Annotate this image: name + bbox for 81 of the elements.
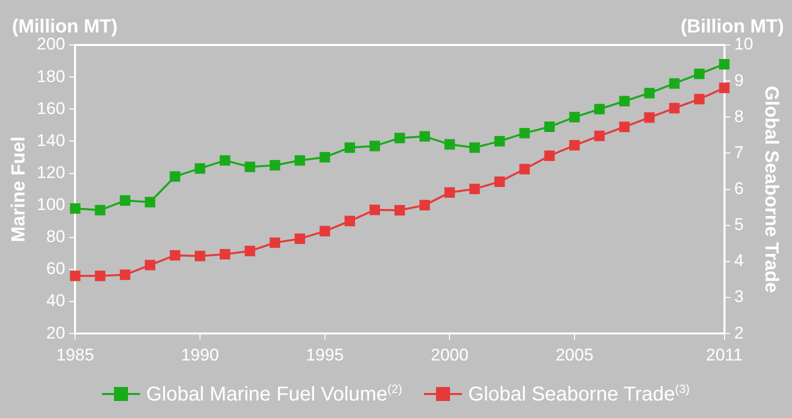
- point: [444, 139, 455, 150]
- y2-tick-label: 5: [734, 215, 744, 234]
- point: [719, 82, 730, 94]
- point: [344, 216, 356, 226]
- point: [270, 237, 280, 248]
- point: [370, 204, 380, 216]
- point: [120, 270, 130, 280]
- y-tick-label: 160: [36, 98, 66, 118]
- point: [494, 136, 505, 146]
- point: [419, 200, 430, 210]
- point: [469, 184, 480, 194]
- legend-label: Global Seaborne Trade$^{(3)}$: [468, 382, 690, 407]
- y-axis-title: Marine Fuel: [8, 136, 30, 242]
- y2-tick-label: 9: [734, 70, 744, 90]
- point: [170, 250, 180, 261]
- point: [419, 131, 430, 142]
- point: [569, 112, 580, 122]
- point: [244, 246, 256, 256]
- point: [144, 260, 156, 270]
- y-tick-label: 60: [46, 259, 66, 278]
- point: [469, 142, 480, 153]
- point: [70, 203, 80, 214]
- y2-tick-label: 3: [734, 287, 744, 306]
- point: [694, 94, 705, 104]
- x-tick-label: 1985: [56, 345, 94, 364]
- point: [170, 171, 180, 182]
- point: [270, 160, 280, 170]
- y-tick-label: 20: [46, 323, 66, 342]
- x-tick-label: 1990: [181, 345, 219, 364]
- y2-tick-label: 2: [734, 323, 744, 342]
- point: [320, 226, 330, 236]
- point: [70, 270, 80, 282]
- point: [220, 248, 230, 260]
- legend-label: Global Marine Fuel Volume$^{(2)}$: [146, 382, 402, 407]
- point: [320, 152, 330, 162]
- y2-tick-label: 4: [734, 251, 744, 270]
- point: [644, 112, 655, 123]
- point: [394, 204, 405, 216]
- point: [694, 68, 705, 80]
- point: [544, 150, 555, 161]
- point: [619, 96, 630, 106]
- point: [519, 164, 530, 174]
- x-tick-label: 2000: [430, 345, 469, 364]
- point: [94, 204, 106, 216]
- point: [569, 140, 580, 151]
- point: [669, 102, 680, 114]
- point: [94, 270, 106, 282]
- point: [370, 140, 380, 152]
- y-tick-label: 80: [46, 227, 66, 246]
- y2-tick-label: 8: [734, 106, 744, 126]
- point: [194, 163, 206, 174]
- point: [494, 176, 505, 187]
- y2-tick-label: 7: [734, 142, 744, 162]
- point: [120, 195, 130, 206]
- point: [544, 122, 555, 132]
- point: [594, 104, 605, 114]
- point: [194, 250, 206, 262]
- x-tick-label: 2011: [706, 345, 743, 364]
- y-tick-label: 180: [36, 66, 66, 86]
- point: [294, 233, 306, 244]
- y-tick-label: 40: [46, 291, 66, 310]
- point: [244, 162, 256, 172]
- point: [519, 128, 530, 138]
- point: [444, 187, 455, 198]
- point: [294, 155, 306, 166]
- point: [669, 78, 680, 89]
- x-tick-label: 2005: [556, 345, 594, 364]
- point: [394, 132, 405, 144]
- point: [619, 122, 630, 132]
- point: [144, 196, 156, 208]
- point: [644, 88, 655, 98]
- point: [220, 155, 230, 166]
- x-tick-label: 1995: [306, 345, 344, 364]
- y2-axis-title: Global Seaborne Trade: [760, 86, 782, 293]
- y2-tick-label: 6: [734, 178, 744, 198]
- point: [594, 130, 605, 142]
- y-tick-label: 100: [36, 195, 66, 214]
- y-tick-label: 140: [36, 130, 66, 150]
- point: [719, 59, 730, 70]
- point: [344, 142, 356, 153]
- y-tick-label: 120: [36, 162, 66, 182]
